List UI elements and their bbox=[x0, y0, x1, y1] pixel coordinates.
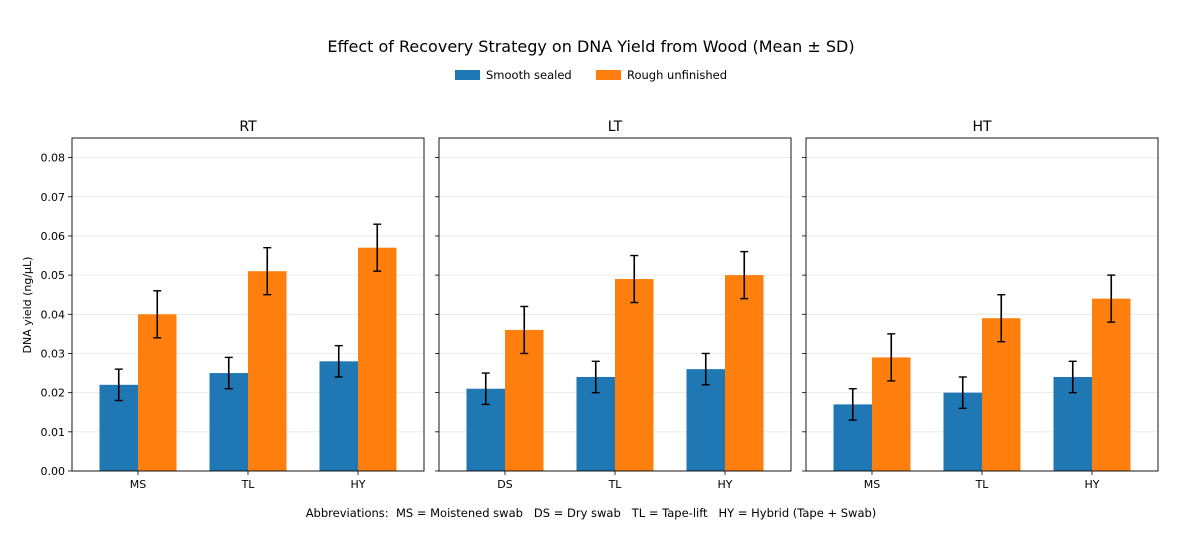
bar-rough-unfinished-tl bbox=[982, 318, 1021, 471]
legend-label-rough-unfinished: Rough unfinished bbox=[627, 68, 727, 82]
x-tick-label: TL bbox=[241, 478, 256, 491]
x-tick-label: MS bbox=[864, 478, 880, 491]
bar-smooth-sealed-hy bbox=[686, 369, 725, 471]
y-tick-label: 0.04 bbox=[41, 308, 66, 321]
panel-title: HT bbox=[972, 119, 992, 135]
y-axis-label: DNA yield (ng/µL) bbox=[21, 257, 34, 354]
y-tick-label: 0.06 bbox=[41, 230, 66, 243]
panel-frame bbox=[805, 137, 1159, 472]
y-tick-label: 0.01 bbox=[41, 426, 66, 439]
bar-rough-unfinished-hy bbox=[1092, 298, 1131, 471]
y-tick-label: 0.03 bbox=[41, 347, 66, 360]
x-tick-label: TL bbox=[975, 478, 990, 491]
bar-rough-unfinished-ms bbox=[138, 314, 177, 471]
y-tick-label: 0.08 bbox=[41, 152, 66, 165]
legend: Smooth sealed Rough unfinished bbox=[455, 68, 727, 82]
bar-rough-unfinished-hy bbox=[725, 275, 764, 471]
legend-swatch-rough-unfinished bbox=[596, 70, 621, 80]
panels: 0.00 0.01 0.02 0.03 0.04 0.05 0.06 0.07 0.08 MS TL… bbox=[41, 119, 1159, 491]
panel-title: RT bbox=[239, 119, 257, 135]
abbreviations-footnote: Abbreviations: MS = Moistened swab DS = … bbox=[306, 506, 877, 520]
y-tick-label: 0.05 bbox=[41, 269, 66, 282]
y-tick-label: 0.00 bbox=[41, 465, 66, 478]
legend-swatch-smooth-sealed bbox=[455, 70, 480, 80]
x-tick-label: MS bbox=[130, 478, 146, 491]
panel-title: LT bbox=[608, 119, 623, 135]
x-tick-label: HY bbox=[351, 478, 366, 491]
legend-label-smooth-sealed: Smooth sealed bbox=[486, 68, 572, 82]
y-tick-label: 0.02 bbox=[41, 387, 66, 400]
bar-rough-unfinished-tl bbox=[615, 279, 654, 471]
x-tick-label: TL bbox=[608, 478, 623, 491]
bar-rough-unfinished-tl bbox=[248, 271, 287, 471]
x-tick-label: HY bbox=[718, 478, 733, 491]
panel-lt: DS TL HY LT bbox=[435, 119, 792, 491]
x-tick-label: HY bbox=[1085, 478, 1100, 491]
panel-rt: 0.00 0.01 0.02 0.03 0.04 0.05 0.06 0.07 0.08 MS TL… bbox=[41, 119, 425, 491]
y-tick-label: 0.07 bbox=[41, 191, 66, 204]
bar-smooth-sealed-hy bbox=[319, 361, 358, 471]
bar-rough-unfinished-hy bbox=[358, 247, 397, 471]
panel-ht: MS TL HY HT bbox=[802, 119, 1159, 491]
x-tick-label: DS bbox=[497, 478, 512, 491]
panel-frame bbox=[438, 137, 792, 472]
panel-frame bbox=[71, 137, 425, 472]
chart-title: Effect of Recovery Strategy on DNA Yield… bbox=[327, 37, 854, 56]
